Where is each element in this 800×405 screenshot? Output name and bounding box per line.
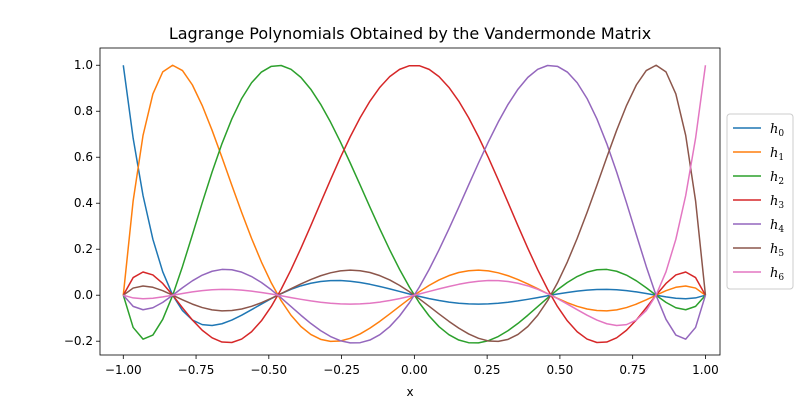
y-tick-label: 0.2 (74, 242, 93, 256)
series-line-h1 (122, 64, 706, 343)
x-tick-label: 0.25 (474, 363, 501, 377)
x-tick-label: −0.50 (250, 363, 287, 377)
series-line-h5 (122, 64, 707, 343)
series-line-h2 (122, 64, 707, 344)
series-line-h6 (123, 65, 707, 327)
legend-frame (726, 113, 794, 290)
series-line-h0 (122, 65, 706, 327)
x-tick-label: 0.00 (401, 363, 428, 377)
chart-title: Lagrange Polynomials Obtained by the Van… (169, 24, 651, 43)
y-tick-label: −0.2 (64, 334, 93, 348)
x-tick-label: 0.75 (619, 363, 646, 377)
y-ticks: −0.2 0.0 0.2 0.4 0.6 0.8 1.0 (64, 58, 100, 348)
y-tick-label: 0.4 (74, 196, 93, 210)
x-tick-label: 0.50 (547, 363, 574, 377)
y-tick-label: 0.6 (74, 150, 93, 164)
series-line-h4 (122, 64, 707, 344)
plot-frame (99, 47, 721, 356)
x-tick-label: −0.75 (178, 363, 215, 377)
x-tick-label: −1.00 (105, 363, 142, 377)
y-tick-label: 0.0 (74, 288, 93, 302)
x-tick-label: 1.00 (692, 363, 719, 377)
y-tick-label: 0.8 (74, 104, 93, 118)
x-ticks: −1.00 −0.75 −0.50 −0.25 0.00 0.25 0.50 0.75 1.00 (105, 355, 719, 377)
series-line-h3 (122, 64, 707, 344)
x-axis-label: x (406, 385, 413, 399)
x-tick-label: −0.25 (323, 363, 360, 377)
y-tick-label: 1.0 (74, 58, 93, 72)
series-layer (122, 64, 707, 344)
